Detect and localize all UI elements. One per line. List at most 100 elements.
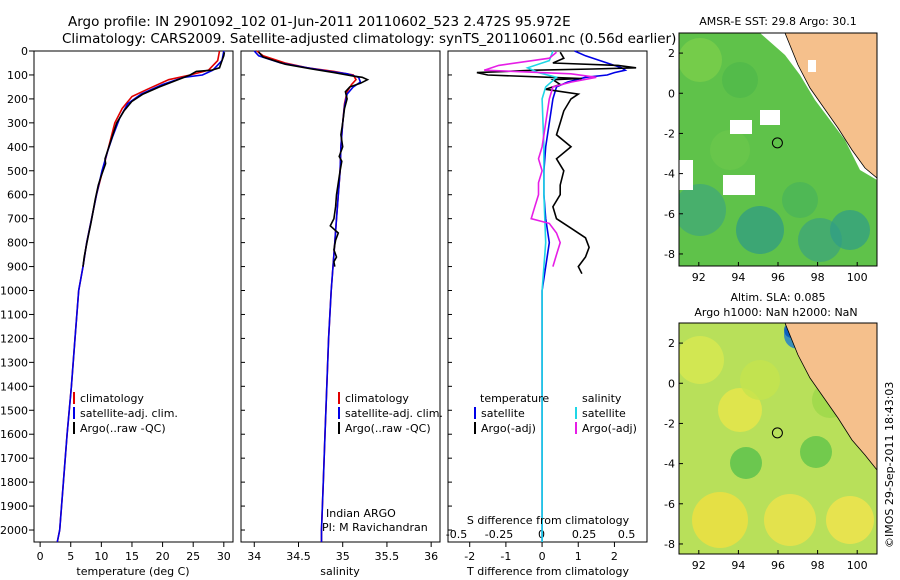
sla-field-patch <box>800 436 832 468</box>
map-ytick-label: -2 <box>664 127 675 140</box>
s-xtick-label: -0.5 <box>446 528 467 541</box>
sla-field-patch <box>718 388 762 432</box>
argo-position-marker <box>771 427 783 439</box>
ytick-label: 100 <box>7 69 28 82</box>
sla-map-field <box>679 323 877 554</box>
salinity-legend: climatology satellite-adj. clim. Argo(..… <box>338 392 443 435</box>
sst-cloud-gap <box>730 120 752 134</box>
xtick-label: 34.5 <box>286 550 311 563</box>
map-xtick-label: 98 <box>811 271 825 284</box>
map-xtick-label: 98 <box>811 559 825 572</box>
xtick-label: 0 <box>37 550 44 563</box>
legend-salinity-header: salinity <box>582 392 622 405</box>
temperature-series <box>56 50 226 543</box>
ytick-label: 1500 <box>0 404 28 417</box>
s-difference-xlabel: S difference from climatology <box>467 514 630 527</box>
sst-map-title: AMSR-E SST: 29.8 Argo: 30.1 <box>699 15 857 28</box>
map-ytick-label: -6 <box>664 208 675 221</box>
xtick-label: 36 <box>424 550 438 563</box>
map-ytick-label: 2 <box>668 337 675 350</box>
ytick-label: 600 <box>7 189 28 202</box>
xtick-label: 0 <box>539 550 546 563</box>
sst-field-patch <box>722 62 758 98</box>
map-ytick-label: -4 <box>664 458 675 471</box>
map-ytick-label: 2 <box>668 47 675 60</box>
sst-map-yticks: 2 0 -2 -4 -6 -8 <box>664 47 683 261</box>
temperature-axes-frame <box>33 50 234 543</box>
temperature-xticks: 0 5 10 15 20 25 30 <box>37 542 231 563</box>
sla-field-patch <box>679 336 724 384</box>
temperature-panel: 0 5 10 15 20 25 30 0 100 200 300 400 500 600 700 800 90… <box>0 45 234 578</box>
temperature-xlabel: temperature (deg C) <box>76 565 189 578</box>
series-line-climatology <box>256 50 357 542</box>
series-line-satellite-adj-clim <box>56 50 225 543</box>
xtick-label: 34 <box>247 550 261 563</box>
s-xtick-label: 0.5 <box>618 528 636 541</box>
legend-climatology: climatology <box>80 392 144 405</box>
sla-map-title-line2: Argo h1000: NaN h2000: NaN <box>694 306 857 319</box>
t-difference-xlabel: T difference from climatology <box>466 565 629 578</box>
ytick-label: 1900 <box>0 500 28 513</box>
title-line1: Argo profile: IN 2901092_102 01-Jun-2011… <box>68 14 571 30</box>
xtick-label: 20 <box>156 550 170 563</box>
sla-map-panel: Altim. SLA: 0.085 Argo h1000: NaN h2000:… <box>664 291 878 572</box>
sst-map-panel: AMSR-E SST: 29.8 Argo: 30.1 92 94 96 98 100 … <box>664 15 878 284</box>
salinity-xlabel: salinity <box>320 565 360 578</box>
sla-field-patch <box>692 492 748 548</box>
map-xtick-label: 92 <box>692 559 706 572</box>
sla-field-patch <box>740 360 780 400</box>
map-ytick-label: -8 <box>664 248 675 261</box>
map-ytick-label: 0 <box>668 377 675 390</box>
xtick-label: 15 <box>125 550 139 563</box>
salinity-series <box>253 50 370 542</box>
xtick-label: 35 <box>336 550 350 563</box>
series-line-t-argo-adj <box>476 51 637 275</box>
sst-field-patch <box>679 184 726 236</box>
series-line-s-satellite <box>525 50 559 542</box>
ytick-label: 1100 <box>0 308 28 321</box>
t-difference-xticks: -2 -1 0 1 2 <box>464 542 618 563</box>
ytick-label: 1600 <box>0 428 28 441</box>
series-line-t-satellite <box>541 50 628 542</box>
ytick-marks <box>448 50 452 531</box>
sla-field-patch <box>730 447 762 479</box>
temperature-legend: climatology satellite-adj. clim. Argo(..… <box>73 392 178 435</box>
sla-map-xticks: 92 94 96 98 100 <box>692 550 868 572</box>
sst-map-xticks: 92 94 96 98 100 <box>692 262 868 284</box>
ytick-label: 1400 <box>0 380 28 393</box>
map-xtick-label: 94 <box>731 559 745 572</box>
legend-argo: Argo(..raw -QC) <box>345 422 431 435</box>
map-ytick-label: -2 <box>664 417 675 430</box>
xtick-label: 1 <box>575 550 582 563</box>
xtick-label: -1 <box>500 550 511 563</box>
series-line-argo-raw-qc <box>82 52 226 267</box>
imos-credit: ©IMOS 29-Sep-2011 18:43:03 <box>883 382 896 548</box>
salinity-xticks: 34 34.5 35 35.5 36 <box>247 542 438 563</box>
s-xtick-label: 0.25 <box>572 528 597 541</box>
sst-field-patch <box>736 206 784 254</box>
series-line-argo-raw-qc <box>258 51 370 267</box>
legend-temperature-header: temperature <box>480 392 549 405</box>
title-line2: Climatology: CARS2009. Satellite-adjuste… <box>62 31 676 47</box>
salinity-axes-frame <box>240 50 441 543</box>
legend-t-satellite: satellite <box>481 407 525 420</box>
legend-s-satellite: satellite <box>582 407 626 420</box>
sla-map-title-line1: Altim. SLA: 0.085 <box>730 291 825 304</box>
ytick-label: 1700 <box>0 452 28 465</box>
sst-cloud-gap <box>723 175 755 195</box>
xtick-label: 35.5 <box>375 550 400 563</box>
difference-panel: -2 -1 0 1 2 -0.5 -0.25 0 0.25 0.5 S difference f… <box>446 50 648 578</box>
s-xtick-label: -0.25 <box>485 528 513 541</box>
s-difference-xticks: -0.5 -0.25 0 0.25 0.5 <box>446 528 636 541</box>
sla-field-patch <box>764 494 816 546</box>
ytick-label: 0 <box>21 45 28 58</box>
ytick-label: 1800 <box>0 476 28 489</box>
argo-position-marker <box>771 137 783 149</box>
sst-field-patch <box>830 210 870 250</box>
series-line-satellite-adj-clim <box>253 50 362 542</box>
ytick-label: 2000 <box>0 524 28 537</box>
sst-field-patch <box>710 130 750 170</box>
map-xtick-label: 94 <box>731 271 745 284</box>
float-pi: PI: M Ravichandran <box>322 521 428 534</box>
map-ytick-label: -6 <box>664 498 675 511</box>
